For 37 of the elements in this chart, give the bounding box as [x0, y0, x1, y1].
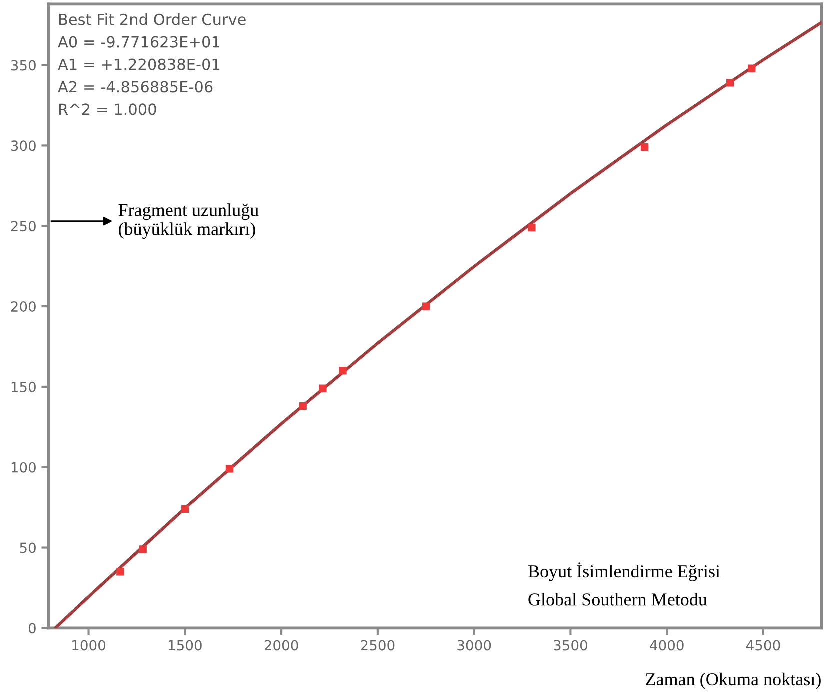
- point: [226, 465, 234, 473]
- x-tick-label: 3500: [554, 640, 588, 651]
- annotation: A2 = -4.856885E-06: [58, 81, 213, 93]
- point: [339, 367, 347, 375]
- y-tick-label: 200: [11, 302, 36, 312]
- annotation: A1 = +1.220838E-01: [58, 58, 220, 70]
- y-tick-label: 100: [12, 462, 36, 473]
- point: [139, 546, 147, 554]
- y-tick-label: 350: [11, 60, 36, 71]
- point: [748, 64, 756, 72]
- y-tick-label: 250: [11, 221, 36, 232]
- x-tick-label: 1500: [169, 640, 202, 651]
- x-tick-label: 3000: [458, 640, 492, 651]
- y-tick-label: 150: [12, 382, 36, 392]
- annotation: A0 = -9.771623E+01: [58, 36, 220, 48]
- y-tick-label: 300: [11, 140, 36, 152]
- x-tick-label: 2000: [264, 640, 298, 651]
- x-tick-label: 4000: [650, 640, 684, 651]
- x-tick-label: 4500: [746, 640, 780, 651]
- annotation: Global Southern Metodu: [528, 593, 708, 606]
- point: [116, 568, 124, 576]
- point: [726, 79, 734, 87]
- point: [640, 144, 649, 152]
- annotation: Fragment uzunluğu (büyüklük markırı): [118, 204, 259, 240]
- y-tick-label: 0: [28, 623, 36, 634]
- annotation: R^2 = 1.000: [59, 104, 156, 116]
- annotation: Boyut İsimlendirme Eğrisi: [528, 562, 720, 582]
- point: [182, 505, 190, 513]
- point: [422, 302, 430, 310]
- x-tick-label: 1000: [72, 640, 106, 651]
- annotation: Best Fit 2nd Order Curve: [59, 14, 246, 26]
- y-tick-label: 50: [20, 542, 36, 554]
- point: [528, 224, 536, 232]
- point: [319, 384, 327, 392]
- x-axis-title: Zaman (Okuma noktası): [646, 672, 821, 690]
- point: [299, 402, 307, 410]
- x-tick-label: 2500: [361, 640, 395, 651]
